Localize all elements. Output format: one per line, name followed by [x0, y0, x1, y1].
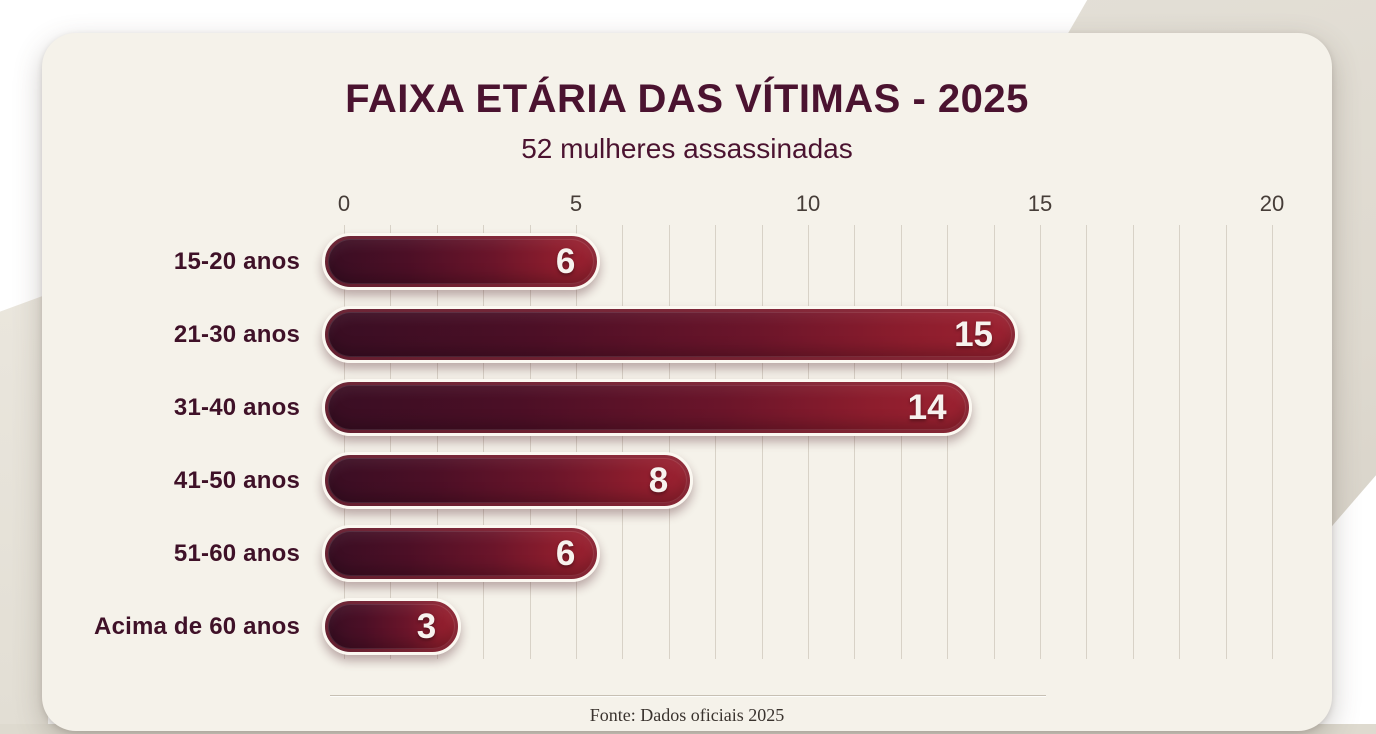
- bar-row: 21-30 anos 15: [42, 298, 1332, 371]
- source-caption: Fonte: Dados oficiais 2025: [589, 705, 785, 725]
- gridline: [668, 225, 670, 659]
- bar-row: Acima de 60 anos 3: [42, 590, 1332, 663]
- gridline: [1225, 225, 1227, 659]
- gridline: [808, 225, 809, 659]
- bar-value-label: 15: [954, 315, 993, 354]
- gridline: [576, 225, 577, 659]
- gridline: [622, 225, 624, 659]
- bar-21-30-anos: 15: [322, 306, 1018, 363]
- category-label: 15-20 anos: [173, 247, 300, 275]
- gridline: [947, 225, 949, 659]
- chart-subtitle: 52 mulheres assassinadas: [521, 133, 853, 164]
- gridline: [900, 225, 902, 659]
- x-tick-10: 10: [795, 191, 821, 216]
- bar-value-label: 3: [416, 607, 437, 646]
- bar-value-label: 14: [907, 388, 947, 427]
- chart-title: FAIXA ETÁRIA DAS VÍTIMAS - 2025: [345, 77, 1029, 121]
- gridline: [854, 225, 856, 659]
- bar-acima-de-60-anos: 3: [322, 598, 462, 655]
- bar-row: 41-50 anos 8: [42, 444, 1332, 517]
- bar-row: 31-40 anos 14: [42, 371, 1332, 444]
- gridline: [715, 225, 717, 659]
- torn-paper-background-left: [0, 294, 48, 734]
- x-tick-0: 0: [337, 191, 351, 216]
- bar-track: 8: [322, 444, 1250, 517]
- footer-divider: [330, 695, 1046, 696]
- x-tick-20: 20: [1259, 191, 1285, 216]
- x-tick-5: 5: [569, 191, 583, 216]
- gridline: [1040, 225, 1041, 659]
- bar-31-40-anos: 14: [322, 379, 972, 436]
- bar-row: 51-60 anos 6: [42, 517, 1332, 590]
- bar-track: 15: [322, 298, 1250, 371]
- gridline: [436, 225, 438, 659]
- gridline: [529, 225, 531, 659]
- x-tick-15: 15: [1027, 191, 1053, 216]
- category-label: 31-40 anos: [173, 393, 300, 421]
- gridline: [344, 225, 345, 659]
- bar-track: 6: [322, 517, 1250, 590]
- category-label: 41-50 anos: [173, 466, 300, 494]
- bar-track: 3: [322, 590, 1250, 663]
- gridline: [1272, 225, 1273, 659]
- bar-row: 15-20 anos 6: [42, 225, 1332, 298]
- bar-value-label: 6: [555, 534, 576, 573]
- gridline: [390, 225, 392, 659]
- bar-value-label: 8: [648, 461, 669, 500]
- bar-15-20-anos: 6: [322, 233, 601, 290]
- gridline: [993, 225, 995, 659]
- bar-track: 6: [322, 225, 1250, 298]
- gridline: [761, 225, 763, 659]
- bar-value-label: 6: [555, 242, 576, 281]
- gridline: [1179, 225, 1181, 659]
- gridline: [483, 225, 485, 659]
- category-label: 21-30 anos: [173, 320, 300, 348]
- bar-51-60-anos: 6: [322, 525, 601, 582]
- gridline: [1132, 225, 1134, 659]
- bar-rows: 15-20 anos 6 21-30 anos 15 31-40 anos 14: [42, 225, 1332, 663]
- bar-track: 14: [322, 371, 1250, 444]
- chart-card: FAIXA ETÁRIA DAS VÍTIMAS - 2025 52 mulhe…: [42, 33, 1332, 731]
- category-label: Acima de 60 anos: [94, 612, 300, 640]
- category-label: 51-60 anos: [173, 539, 300, 567]
- gridline: [1086, 225, 1088, 659]
- x-axis-tick-labels: 0 5 10 15 20: [338, 191, 1284, 219]
- bar-41-50-anos: 8: [322, 452, 694, 509]
- gridlines: [344, 225, 1273, 659]
